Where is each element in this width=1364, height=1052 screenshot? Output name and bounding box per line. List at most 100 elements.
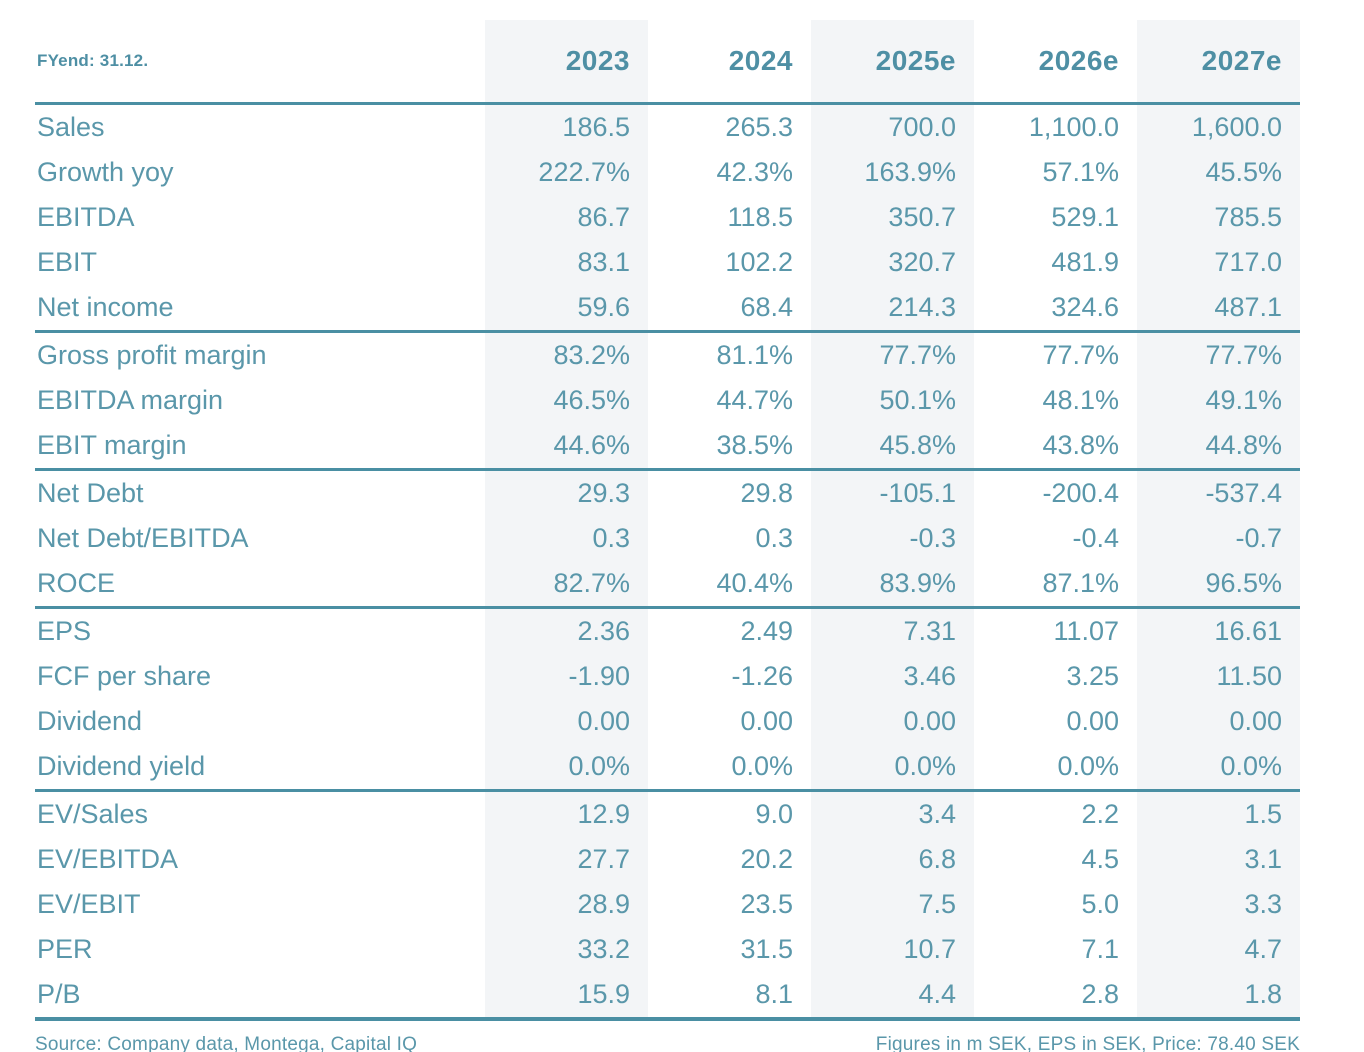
- cell-value: 27.7: [485, 837, 648, 882]
- cell-value: 0.0%: [811, 744, 974, 791]
- cell-value: -1.26: [731, 661, 793, 691]
- cell-value: 717.0: [1137, 240, 1300, 285]
- cell-value: 20.2: [740, 844, 793, 874]
- cell-value: 44.8%: [1137, 423, 1300, 470]
- cell-value: 82.7%: [485, 561, 648, 608]
- table-section: Sales 186.5 265.3 700.0 1,100.0 1,600.0 Growth…: [35, 103, 1300, 332]
- cell-value: 96.5%: [1137, 561, 1300, 608]
- table-row: Growth yoy 222.7% 42.3% 163.9% 57.1% 45.5%: [35, 150, 1300, 195]
- row-label: EV/Sales: [37, 799, 149, 829]
- cell-value: 0.0%: [485, 744, 648, 791]
- cell-value: 83.9%: [811, 561, 974, 608]
- cell-value: 0.0%: [1137, 744, 1300, 791]
- year-column-header: 2024: [728, 45, 793, 76]
- cell-value: 4.4: [811, 972, 974, 1019]
- cell-value: 0.0%: [1057, 751, 1119, 781]
- year-column-header: 2025e: [811, 20, 974, 104]
- cell-value: 11.07: [1053, 616, 1119, 646]
- cell-value: 4.7: [1137, 927, 1300, 972]
- table-row: PER 33.2 31.5 10.7 7.1 4.7: [35, 927, 1300, 972]
- cell-value: 0.3: [485, 516, 648, 561]
- source-note: Source: Company data, Montega, Capital I…: [35, 1034, 418, 1052]
- table-row: Net income 59.6 68.4 214.3 324.6 487.1: [35, 285, 1300, 332]
- row-label: PER: [37, 934, 93, 964]
- cell-value: 86.7: [485, 195, 648, 240]
- figures-note: Figures in m SEK, EPS in SEK, Price: 78.…: [875, 1034, 1300, 1052]
- cell-value: 29.8: [740, 478, 793, 508]
- table-row: Gross profit margin 83.2% 81.1% 77.7% 77.7% 7…: [35, 331, 1300, 378]
- cell-value: 118.5: [727, 202, 793, 232]
- cell-value: 42.3%: [716, 157, 793, 187]
- cell-value: 44.7%: [716, 385, 793, 415]
- table-row: Net Debt/EBITDA 0.3 0.3 -0.3 -0.4 -0.7: [35, 516, 1300, 561]
- row-label: Sales: [37, 112, 105, 142]
- cell-value: -0.4: [1072, 523, 1119, 553]
- cell-value: 43.8%: [1042, 430, 1119, 460]
- cell-value: 29.3: [485, 469, 648, 516]
- cell-value: 487.1: [1137, 285, 1300, 332]
- cell-value: 7.1: [1081, 934, 1119, 964]
- cell-value: 4.5: [1081, 844, 1119, 874]
- cell-value: 2.2: [1081, 799, 1119, 829]
- cell-value: 3.25: [1066, 661, 1119, 691]
- cell-value: 481.9: [1051, 247, 1119, 277]
- cell-value: 77.7%: [1042, 340, 1119, 370]
- year-column-header: 2026e: [1038, 45, 1119, 76]
- row-label: EV/EBITDA: [37, 844, 179, 874]
- cell-value: 38.5%: [716, 430, 793, 460]
- cell-value: 49.1%: [1137, 378, 1300, 423]
- cell-value: 214.3: [811, 285, 974, 332]
- row-label: Gross profit margin: [37, 340, 267, 370]
- table-row: EV/EBIT 28.9 23.5 7.5 5.0 3.3: [35, 882, 1300, 927]
- row-label: Net income: [37, 292, 174, 322]
- table-row: ROCE 82.7% 40.4% 83.9% 87.1% 96.5%: [35, 561, 1300, 608]
- cell-value: 87.1%: [1042, 568, 1119, 598]
- table-row: EV/EBITDA 27.7 20.2 6.8 4.5 3.1: [35, 837, 1300, 882]
- cell-value: 6.8: [811, 837, 974, 882]
- cell-value: 0.00: [740, 706, 793, 736]
- cell-value: 44.6%: [485, 423, 648, 470]
- cell-value: -0.3: [811, 516, 974, 561]
- cell-value: 45.5%: [1137, 150, 1300, 195]
- cell-value: 48.1%: [1042, 385, 1119, 415]
- cell-value: 2.8: [1081, 979, 1119, 1009]
- cell-value: -537.4: [1137, 469, 1300, 516]
- cell-value: 529.1: [1051, 202, 1119, 232]
- cell-value: 40.4%: [716, 568, 793, 598]
- cell-value: 9.0: [755, 799, 793, 829]
- row-label: EBITDA margin: [37, 385, 224, 415]
- cell-value: -0.7: [1137, 516, 1300, 561]
- cell-value: 3.46: [811, 654, 974, 699]
- cell-value: 1.8: [1137, 972, 1300, 1019]
- row-label: EPS: [37, 616, 92, 646]
- cell-value: 1.5: [1137, 790, 1300, 837]
- cell-value: 2.36: [485, 607, 648, 654]
- cell-value: 77.7%: [1137, 331, 1300, 378]
- cell-value: 83.2%: [485, 331, 648, 378]
- table-row: EBITDA 86.7 118.5 350.7 529.1 785.5: [35, 195, 1300, 240]
- row-label: EBITDA: [37, 202, 135, 232]
- table-row: Net Debt 29.3 29.8 -105.1 -200.4 -537.4: [35, 469, 1300, 516]
- cell-value: 31.5: [740, 934, 793, 964]
- cell-value: 33.2: [485, 927, 648, 972]
- cell-value: 57.1%: [1042, 157, 1119, 187]
- cell-value: 0.0%: [731, 751, 793, 781]
- row-label: Dividend yield: [37, 751, 206, 781]
- cell-value: 16.61: [1137, 607, 1300, 654]
- cell-value: 15.9: [485, 972, 648, 1019]
- row-label: Net Debt: [37, 478, 144, 508]
- cell-value: 68.4: [740, 292, 793, 322]
- cell-value: -1.90: [485, 654, 648, 699]
- cell-value: 1,600.0: [1137, 103, 1300, 150]
- table-row: EBIT 83.1 102.2 320.7 481.9 717.0: [35, 240, 1300, 285]
- fyend-label: FYend: 31.12.: [37, 51, 149, 70]
- cell-value: 28.9: [485, 882, 648, 927]
- cell-value: 11.50: [1137, 654, 1300, 699]
- cell-value: 0.3: [755, 523, 793, 553]
- cell-value: 12.9: [485, 790, 648, 837]
- table-row: EV/Sales 12.9 9.0 3.4 2.2 1.5: [35, 790, 1300, 837]
- table-section: Gross profit margin 83.2% 81.1% 77.7% 77.7% 7…: [35, 331, 1300, 470]
- row-label: ROCE: [37, 568, 116, 598]
- table-row: Sales 186.5 265.3 700.0 1,100.0 1,600.0: [35, 103, 1300, 150]
- cell-value: 2.49: [740, 616, 793, 646]
